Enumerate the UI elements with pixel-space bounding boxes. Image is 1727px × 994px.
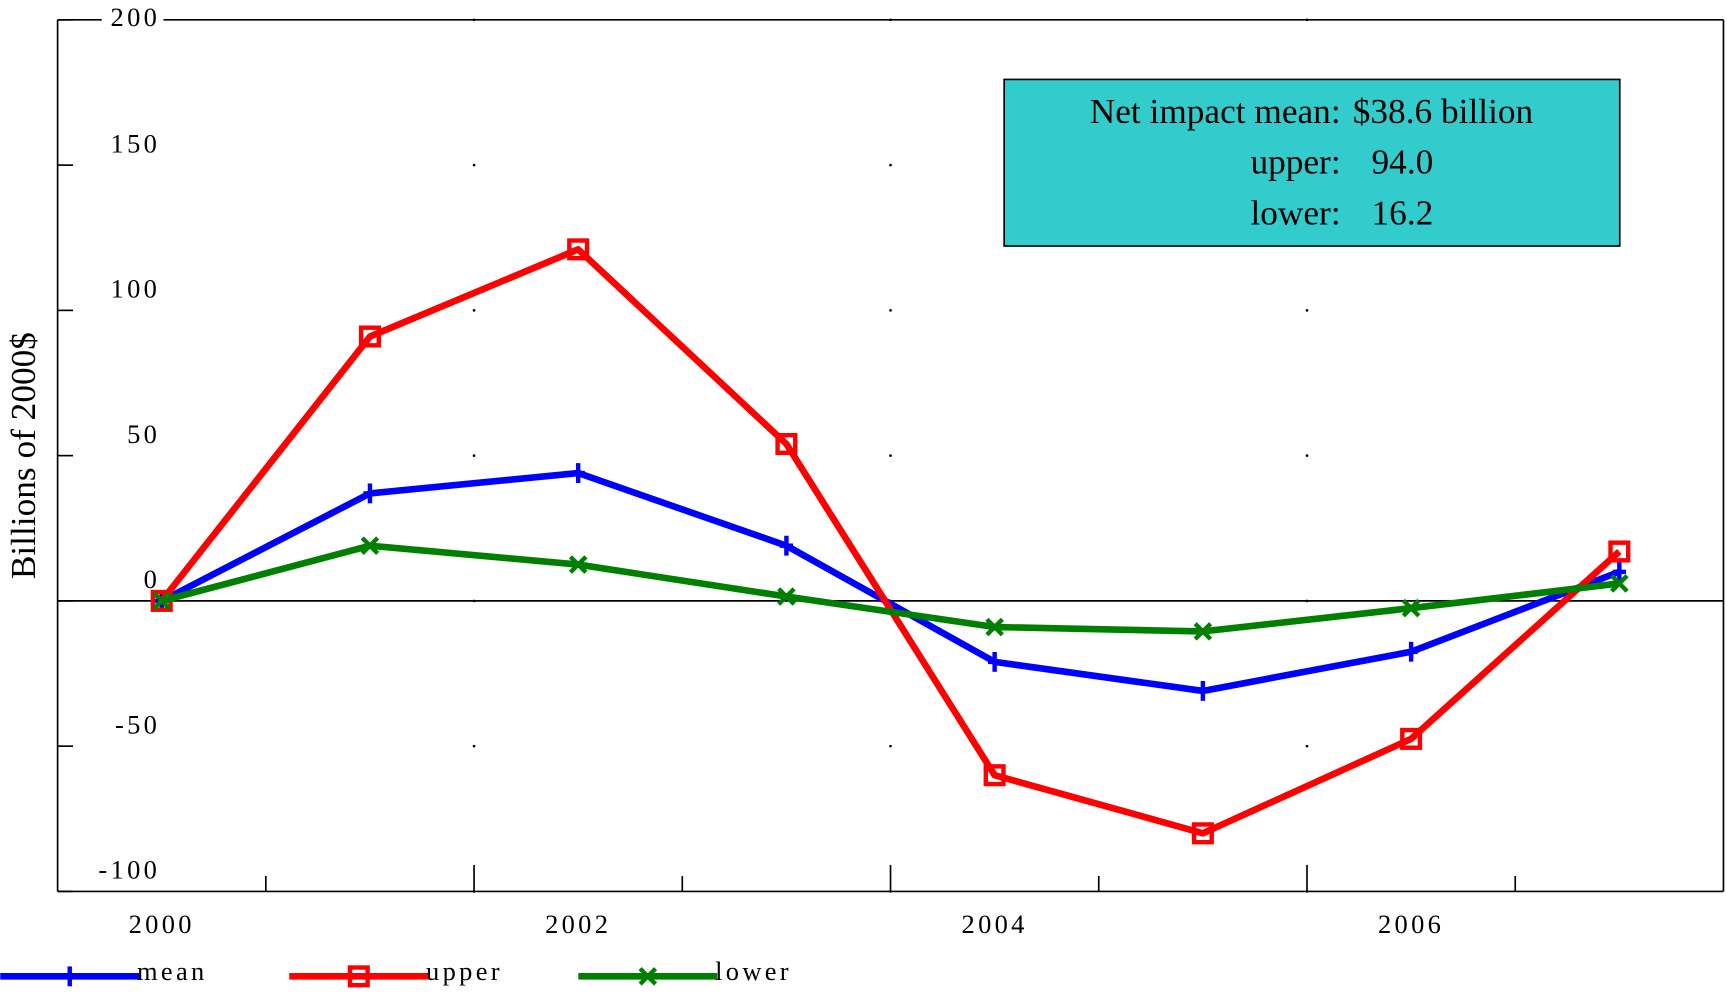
marker [1610, 574, 1629, 593]
marker-part [985, 617, 1004, 637]
marker-part [358, 325, 381, 348]
marker [358, 325, 381, 348]
marker-part [775, 432, 798, 456]
annotation-value: 16.2 [1372, 193, 1434, 232]
legend-label: upper [426, 956, 503, 986]
grid-dot [889, 744, 892, 748]
marker-part [1610, 574, 1629, 593]
grid-dot [1305, 744, 1309, 748]
marker-part [1608, 540, 1631, 563]
grid-dot [472, 163, 476, 167]
marker [1400, 727, 1423, 750]
marker-part [1400, 727, 1423, 750]
annotation-label: Net impact mean: [1090, 92, 1341, 131]
marker-part [152, 591, 171, 611]
grid-dot [1305, 18, 1309, 22]
series-line [160, 469, 1621, 695]
annotation-value: 94.0 [1372, 143, 1434, 182]
marker [1193, 622, 1213, 641]
marker [775, 432, 798, 456]
series-line [160, 542, 1620, 635]
marker [360, 536, 380, 555]
x-tick-label: 2004 [962, 909, 1028, 939]
marker [988, 651, 1002, 672]
marker [985, 617, 1004, 637]
grid-dot [472, 18, 476, 22]
marker [1404, 641, 1418, 662]
label-bg [101, 6, 164, 34]
marker [152, 591, 171, 611]
grid-dot [889, 454, 892, 457]
grid-dot [1305, 309, 1309, 312]
grid-dot [889, 309, 892, 312]
x-tick-label: 2006 [1378, 909, 1444, 939]
marker-part [983, 764, 1006, 787]
marker-part [638, 967, 658, 986]
annotation-label: upper: [1250, 143, 1340, 182]
grid-dot [889, 163, 892, 167]
marker [567, 238, 590, 261]
legend-label: lower [715, 956, 792, 986]
marker [571, 463, 585, 483]
grid-dot [472, 309, 476, 312]
marker [638, 967, 658, 986]
marker [568, 555, 588, 574]
marker [1401, 598, 1421, 618]
y-tick-label: -50 [115, 709, 160, 739]
marker-part [568, 555, 588, 574]
grid-dot [1305, 890, 1309, 893]
marker-part [1191, 822, 1214, 845]
marker-part [567, 238, 590, 261]
marker [983, 764, 1006, 787]
y-axis-label: Billions of 2000$ [4, 332, 43, 579]
grid-dot [889, 18, 892, 22]
x-tick-label: 2002 [545, 909, 611, 939]
marker-part [777, 587, 796, 606]
y-tick-label: 200 [111, 2, 161, 32]
grid-dot [1305, 599, 1309, 603]
marker [779, 535, 794, 556]
grid-dot [472, 599, 476, 603]
marker [1608, 540, 1631, 563]
marker-part [360, 536, 380, 555]
marker-part [1193, 622, 1213, 641]
x-tick-label: 2000 [129, 909, 195, 939]
legend-item: upper [289, 956, 503, 988]
annotation-value: $38.6 billion [1353, 92, 1534, 131]
legend-item: mean [0, 956, 208, 987]
grid-dot [889, 890, 892, 893]
legend-label: mean [137, 956, 208, 986]
grid-dot [472, 454, 476, 457]
annotation-label: lower: [1250, 193, 1340, 232]
marker [363, 483, 377, 504]
y-tick-label: -100 [98, 855, 160, 885]
annotation-box [1003, 78, 1621, 247]
grid-dot [1305, 454, 1309, 457]
marker [63, 966, 77, 987]
y-tick-label: 100 [111, 274, 161, 304]
marker [1191, 822, 1214, 845]
marker [777, 587, 796, 606]
legend-item: lower [578, 956, 792, 986]
marker-part [347, 965, 370, 988]
grid-dot [472, 890, 476, 893]
y-tick-label: 50 [127, 419, 160, 449]
marker-part [1401, 598, 1421, 618]
marker [1612, 561, 1626, 582]
grid-dot [472, 744, 476, 748]
marker [1196, 681, 1210, 701]
y-tick-label: 0 [144, 564, 161, 594]
y-tick-label: 150 [111, 128, 161, 158]
marker [347, 965, 370, 988]
